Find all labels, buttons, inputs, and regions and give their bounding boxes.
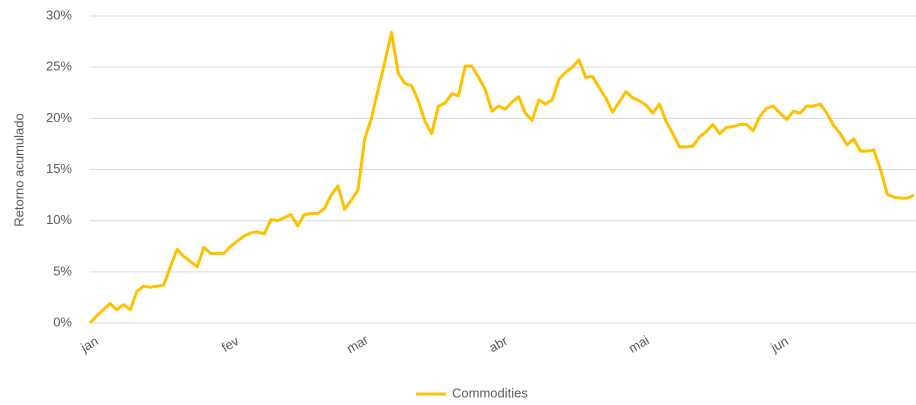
- y-tick-label: 20%: [46, 110, 72, 125]
- y-axis-label: Retorno acumulado: [11, 113, 26, 226]
- y-tick-label: 15%: [46, 161, 72, 176]
- legend-label: Commodities: [452, 385, 528, 400]
- x-tick-label: mai: [626, 332, 652, 356]
- y-tick-label: 25%: [46, 59, 72, 74]
- x-tick-label: mar: [344, 332, 371, 357]
- y-tick-label: 5%: [53, 263, 72, 278]
- x-tick-label: abr: [486, 333, 510, 356]
- x-tick-label: jan: [77, 333, 100, 355]
- x-tick-label: jun: [767, 333, 790, 355]
- data-line: [88, 30, 915, 325]
- x-tick-label: fev: [219, 333, 242, 355]
- y-tick-label: 10%: [46, 212, 72, 227]
- y-tick-label: 0%: [53, 314, 72, 329]
- y-tick-label: 30%: [46, 7, 72, 22]
